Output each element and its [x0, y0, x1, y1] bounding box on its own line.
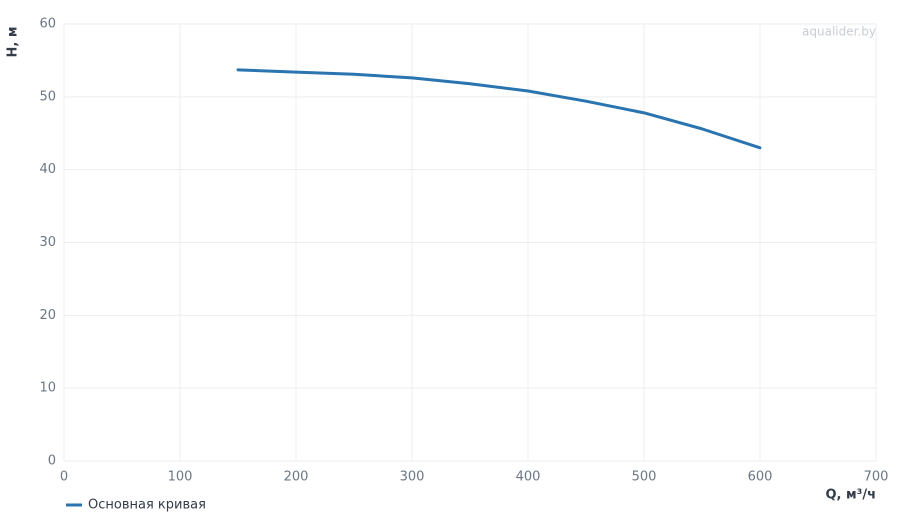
x-tick-label: 300 — [400, 470, 425, 485]
legend-label: Основная кривая — [88, 498, 206, 513]
y-tick-label: 20 — [39, 308, 56, 323]
x-axis-title: Q, м³/ч — [825, 488, 876, 503]
x-tick-label: 500 — [632, 470, 657, 485]
y-tick-label: 60 — [39, 17, 56, 32]
y-tick-label: 30 — [39, 235, 56, 250]
y-tick-label: 10 — [39, 381, 56, 396]
x-tick-label: 200 — [284, 470, 309, 485]
y-axis-title: H, м — [6, 27, 21, 58]
x-tick-label: 400 — [516, 470, 541, 485]
x-tick-label: 0 — [60, 470, 68, 485]
x-tick-label: 600 — [748, 470, 773, 485]
x-tick-label: 100 — [168, 470, 193, 485]
x-tick-label: 700 — [864, 470, 889, 485]
y-tick-label: 0 — [48, 454, 56, 469]
series-line — [236, 68, 762, 150]
y-tick-label: 40 — [39, 162, 56, 177]
y-tick-label: 50 — [39, 89, 56, 104]
watermark: aqualider.by — [802, 25, 876, 39]
